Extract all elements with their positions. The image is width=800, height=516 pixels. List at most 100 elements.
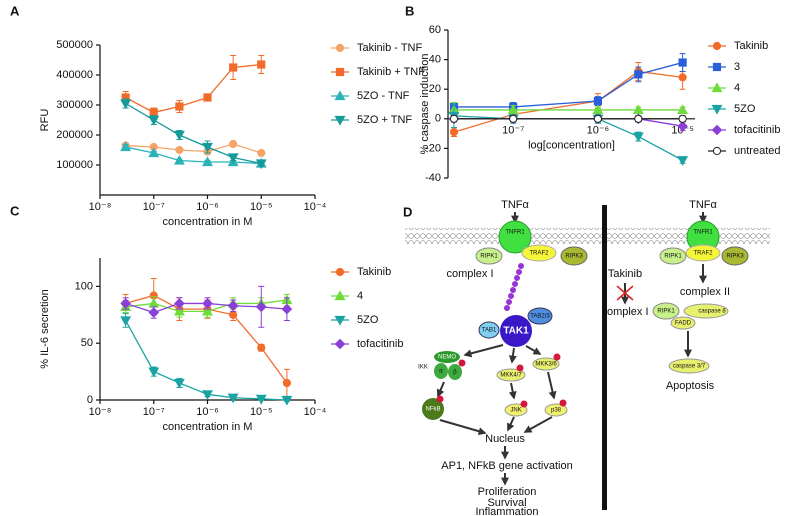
y-tick-label: 20 <box>429 83 441 95</box>
legend-label: 5ZO - TNF <box>357 90 410 102</box>
marker <box>281 395 293 406</box>
marker <box>202 305 213 316</box>
panel-label: A <box>10 3 20 18</box>
marker <box>120 298 131 309</box>
marker <box>677 156 689 166</box>
legend-marker <box>335 67 345 77</box>
y-axis-title: % caspase induction <box>419 54 431 155</box>
phospho <box>516 364 524 372</box>
y-tick-label: 40 <box>429 54 441 66</box>
node-label: RIPK3 <box>565 254 583 260</box>
series-line <box>125 320 287 401</box>
legend-label: Takinib + TNF <box>357 66 425 78</box>
x-tick-label: 10⁻⁷ <box>143 201 165 213</box>
marker <box>229 63 238 72</box>
arrow <box>463 344 504 358</box>
node <box>496 368 526 382</box>
marker <box>255 301 267 313</box>
x-axis-title: log[concentration] <box>528 140 615 152</box>
phospho <box>559 399 567 407</box>
legend-label: Takinib <box>357 266 391 278</box>
marker <box>148 147 160 158</box>
node <box>434 351 460 363</box>
marker <box>678 58 687 67</box>
arrow <box>436 381 445 398</box>
marker <box>449 114 459 123</box>
arrow <box>547 371 557 400</box>
marker <box>173 305 185 316</box>
node-label: TRAF2 <box>693 251 713 257</box>
legend-marker <box>335 43 345 53</box>
node <box>500 315 532 347</box>
series-line <box>453 61 683 108</box>
y-axis-title: RFU <box>39 109 51 132</box>
legend-label: tofacitinib <box>734 124 780 136</box>
node-label: TRAF2 <box>529 251 549 257</box>
legend-marker <box>712 41 722 51</box>
legend-label: untreated <box>734 145 780 157</box>
x-tick-label: 10⁻⁵ <box>250 201 273 213</box>
receptor <box>498 220 532 254</box>
marker <box>227 153 239 164</box>
legend-label: 5ZO + TNF <box>357 114 412 126</box>
marker <box>120 99 132 110</box>
marker <box>509 114 518 123</box>
y-tick-label: 100000 <box>56 159 93 171</box>
legend-label: 5ZO <box>357 314 379 326</box>
x-tick-label: 10⁻⁷ <box>502 125 524 137</box>
phospho <box>553 353 561 361</box>
series-line <box>125 146 262 165</box>
marker <box>173 154 185 165</box>
node <box>504 403 528 417</box>
legend-marker <box>712 146 722 156</box>
node-label: TAK1 <box>503 326 529 337</box>
x-tick-label: 10⁻⁷ <box>143 406 165 418</box>
legend-marker <box>712 62 722 72</box>
y-tick-label: 0 <box>87 394 93 406</box>
marker <box>677 120 688 132</box>
node-label: NEMO <box>438 355 456 361</box>
node-label: Nucleus <box>485 433 525 445</box>
node <box>478 321 500 339</box>
node-label: TNFR1 <box>693 230 713 236</box>
complex-label: complex II <box>680 286 730 298</box>
node-label: TAB1 <box>482 328 497 334</box>
x-tick-label: 10⁻⁴ <box>304 406 327 418</box>
marker <box>148 297 160 308</box>
marker <box>202 142 213 153</box>
node <box>527 307 553 325</box>
marker <box>203 93 212 102</box>
legend-label: 5ZO <box>734 103 756 115</box>
ligand: TNFα <box>689 199 717 211</box>
arrow <box>507 416 515 432</box>
node-label: JNK <box>510 408 521 414</box>
marker <box>282 378 291 388</box>
block <box>616 285 634 301</box>
x-tick-label: 10⁻⁸ <box>89 406 112 418</box>
node-label: AP1, NFkB gene activation <box>441 460 572 472</box>
node-label: p38 <box>551 408 562 414</box>
x-axis-title: concentration in M <box>163 421 253 433</box>
x-tick-label: 10⁻⁶ <box>196 201 219 213</box>
arrow <box>439 419 487 436</box>
node-label: NFkB <box>426 407 441 413</box>
marker <box>227 300 239 312</box>
node <box>434 363 448 379</box>
legend-label: 3 <box>734 61 740 73</box>
node <box>685 244 721 262</box>
outcome: Apoptosis <box>666 380 715 392</box>
y-tick-label: -20 <box>425 142 441 154</box>
panel-label: C <box>10 203 20 218</box>
phospho <box>458 359 466 367</box>
marker <box>257 343 266 352</box>
marker <box>634 114 643 123</box>
marker <box>678 73 687 82</box>
node-label: caspase 8 <box>698 309 726 315</box>
pathway-diagram: D TNFα TNFR1 TRAF2 RIPK1 RIPK3 complex I… <box>403 199 770 516</box>
marker <box>255 159 267 170</box>
y-tick-label: 60 <box>429 24 441 36</box>
marker <box>227 393 239 404</box>
x-tick-label: 10⁻⁶ <box>196 406 219 418</box>
node-label: MKK4/7 <box>500 373 522 379</box>
marker <box>593 114 603 123</box>
